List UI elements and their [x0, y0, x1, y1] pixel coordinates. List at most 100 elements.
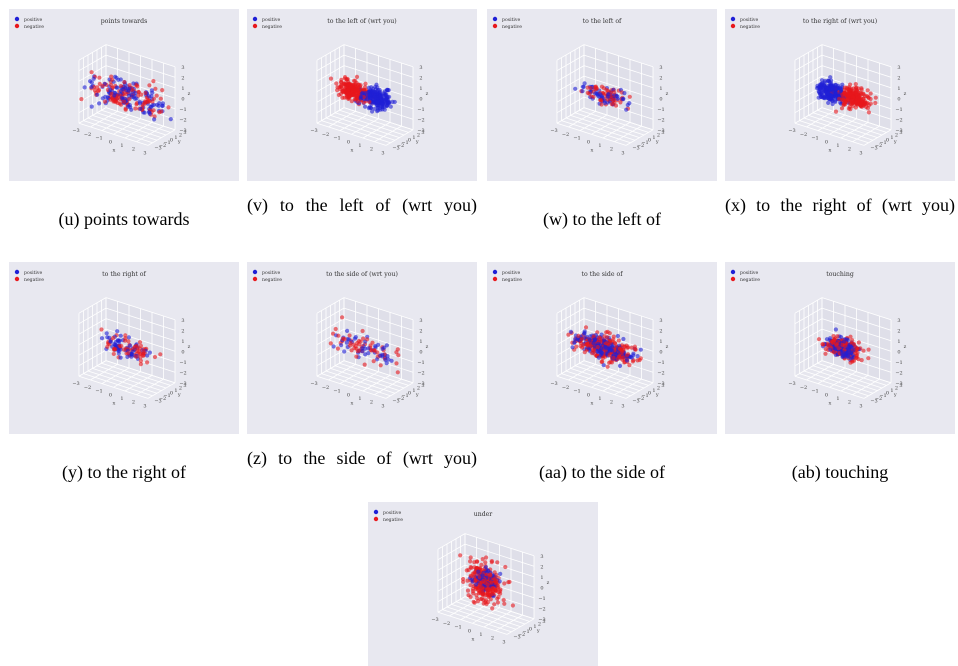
point-negative: [850, 359, 855, 364]
point-positive: [380, 352, 385, 357]
point-positive: [483, 565, 488, 570]
point-negative: [488, 573, 493, 578]
x-tick-label: 3: [621, 403, 624, 409]
point-positive: [390, 99, 395, 104]
x-tick-label: −3: [310, 381, 317, 387]
point-negative: [873, 100, 878, 106]
x-tick-label: 3: [859, 150, 862, 156]
y-tick-label: 3: [183, 130, 186, 136]
point-negative: [145, 360, 150, 365]
chart-title: to the right of: [102, 271, 146, 278]
point-negative: [122, 338, 128, 343]
x-axis-label: x: [351, 147, 354, 153]
point-negative: [153, 86, 158, 91]
point-negative: [378, 363, 383, 368]
legend-label-positive: positive: [502, 17, 520, 23]
point-negative: [372, 348, 377, 353]
point-positive: [103, 94, 108, 99]
point-negative: [842, 98, 847, 103]
point-negative: [166, 105, 171, 110]
point-negative: [371, 359, 376, 364]
point-positive: [97, 101, 102, 106]
legend-label-positive: positive: [383, 510, 401, 516]
point-negative: [142, 101, 147, 106]
x-tick-label: −2: [322, 385, 329, 391]
grid-line: [821, 44, 892, 68]
point-positive: [168, 117, 173, 122]
point-positive: [383, 357, 388, 362]
point-positive: [377, 106, 382, 111]
point-negative: [461, 576, 466, 582]
x-tick-label: 2: [848, 400, 851, 406]
point-positive: [145, 353, 150, 358]
y-axis-label: y: [893, 392, 897, 398]
point-negative: [126, 351, 131, 356]
x-tick-label: −1: [811, 389, 818, 395]
y-axis-label: y: [893, 139, 897, 145]
point-negative: [502, 601, 507, 606]
legend-label-positive: positive: [262, 17, 280, 23]
point-positive: [638, 347, 643, 352]
x-tick-label: 3: [859, 403, 862, 409]
point-positive: [833, 327, 838, 332]
x-tick-label: −2: [562, 385, 569, 391]
point-negative: [160, 88, 165, 93]
point-negative: [847, 92, 852, 97]
x-axis-label: x: [591, 147, 594, 153]
y-tick-label: 3: [542, 619, 545, 625]
x-axis-label: x: [113, 400, 116, 406]
point-negative: [840, 342, 845, 347]
y-tick-label: −3: [513, 634, 520, 640]
x-tick-label: −3: [788, 128, 795, 134]
point-negative: [396, 353, 401, 358]
y-tick-label: −3: [870, 145, 877, 151]
point-negative: [346, 86, 351, 92]
point-negative: [341, 86, 346, 91]
point-negative: [479, 562, 484, 567]
point-positive: [379, 98, 384, 103]
point-negative: [638, 356, 643, 361]
legend-label-negative: negative: [24, 24, 44, 30]
point-positive: [826, 100, 831, 105]
x-tick-label: 2: [132, 400, 135, 406]
grid-line: [583, 54, 654, 78]
point-positive: [602, 100, 607, 105]
x-tick-label: 2: [370, 147, 373, 153]
point-negative: [465, 588, 471, 593]
y-axis-label: y: [536, 628, 540, 634]
point-negative: [328, 341, 333, 346]
point-negative: [458, 553, 463, 558]
z-tick-label: −3: [179, 128, 186, 134]
x-tick-label: −3: [550, 128, 557, 134]
z-tick-label: 1: [659, 339, 662, 345]
x-axis-label: x: [113, 147, 116, 153]
legend-marker-negative: [492, 276, 498, 282]
point-negative: [601, 86, 606, 91]
point-positive: [127, 343, 133, 348]
grid-line: [464, 543, 535, 567]
point-negative: [851, 90, 856, 95]
point-positive: [580, 89, 585, 94]
point-negative: [609, 102, 614, 107]
x-tick-label: 1: [836, 396, 839, 402]
point-positive: [822, 84, 827, 89]
x-tick-label: 2: [610, 400, 613, 406]
x-axis-label: x: [472, 636, 475, 642]
point-negative: [842, 85, 848, 90]
grid-line: [105, 54, 176, 78]
point-negative: [502, 581, 507, 586]
legend-label-positive: positive: [740, 270, 758, 276]
point-negative: [848, 82, 853, 87]
x-tick-label: 2: [370, 400, 373, 406]
z-tick-label: 0: [540, 585, 543, 591]
point-positive: [127, 86, 132, 91]
x-tick-label: −1: [454, 625, 461, 631]
point-negative: [612, 90, 617, 95]
point-negative: [861, 348, 866, 353]
data-points: [99, 327, 163, 367]
x-tick-label: −2: [800, 132, 807, 138]
